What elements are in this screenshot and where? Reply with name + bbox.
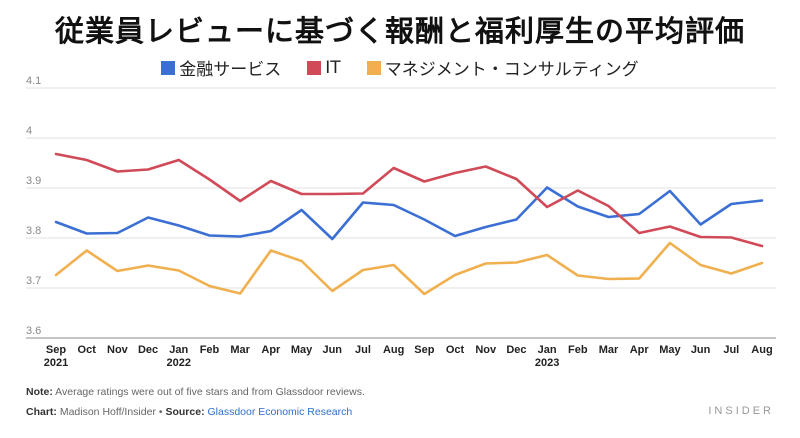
y-tick-label: 4.1 (26, 75, 41, 87)
series-layer (54, 152, 764, 296)
legend-item-consulting: マネジメント・コンサルティング (366, 55, 639, 80)
x-tick-label: Jul (723, 344, 739, 356)
legend-label-financial: 金融サービス (179, 60, 282, 80)
legend-item-financial: 金融サービス (161, 55, 281, 80)
x-tick-label: Aug (751, 344, 772, 356)
x-tick-year-label: 2023 (535, 357, 559, 369)
x-tick-year-label: 2022 (167, 357, 191, 369)
x-tick-label: Sep (414, 344, 434, 356)
x-tick-year-label: 2021 (44, 357, 68, 369)
x-tick-label: Jan (169, 344, 188, 356)
series-line-2 (54, 241, 764, 296)
x-tick-label: Jun (691, 344, 711, 356)
y-tick-label: 3.8 (26, 225, 41, 237)
legend-item-it: IT (307, 55, 341, 80)
x-tick-label: Jul (355, 344, 371, 356)
x-tick-label: Jan (538, 344, 557, 356)
x-tick-label: Sep (46, 344, 66, 356)
x-tick-label: Dec (138, 344, 158, 356)
note-label: Note: (26, 386, 53, 398)
legend-label-it: IT (325, 57, 341, 78)
y-tick-label: 3.9 (26, 175, 41, 187)
credit-text: Madison Hoff/Insider • (56, 406, 166, 418)
y-tick-label: 3.7 (26, 275, 41, 287)
x-tick-label: Aug (383, 344, 404, 356)
x-tick-label: Dec (506, 344, 526, 356)
x-tick-label: May (291, 344, 313, 356)
legend-label-consulting: マネジメント・コンサルティング (384, 60, 639, 80)
x-tick-label: Feb (200, 344, 220, 356)
chart-title: 従業員レビューに基づく報酬と福利厚生の平均評価 (54, 14, 745, 48)
chart-credit: Chart: Madison Hoff/Insider • Source: Gl… (26, 406, 352, 418)
source-link[interactable]: Glassdoor Economic Research (207, 406, 353, 418)
x-tick-label: Nov (107, 344, 129, 356)
x-tick-label: Nov (475, 344, 497, 356)
x-tick-label: Apr (630, 344, 650, 356)
chart-note: Note: Average ratings were out of five s… (26, 386, 365, 398)
x-tick-label: Feb (568, 344, 588, 356)
x-tick-label: Apr (261, 344, 281, 356)
x-tick-label: May (659, 344, 681, 356)
x-tick-label: Mar (599, 344, 619, 356)
y-tick-label: 3.6 (26, 325, 41, 337)
x-tick-label: Oct (446, 344, 465, 356)
credit-label: Chart: (26, 406, 57, 418)
legend: 金融サービス IT マネジメント・コンサルティング (0, 55, 800, 80)
x-tick-label: Jun (322, 344, 342, 356)
x-tick-label: Mar (230, 344, 250, 356)
grid-layer (26, 87, 776, 339)
legend-swatch-consulting (366, 60, 381, 75)
y-tick-label: 4 (26, 125, 32, 137)
series-line-1 (54, 152, 764, 248)
x-tick-label: Oct (78, 344, 97, 356)
legend-swatch-financial (161, 60, 176, 75)
insider-logo: INSIDER (708, 405, 774, 417)
legend-swatch-it (307, 60, 322, 75)
y-axis-ticks: 3.6 3.7 3.8 3.9 4 4.1 (26, 75, 41, 337)
series-line-0 (54, 186, 764, 241)
note-text: Average ratings were out of five stars a… (52, 386, 365, 398)
source-label: Source: (165, 406, 205, 418)
